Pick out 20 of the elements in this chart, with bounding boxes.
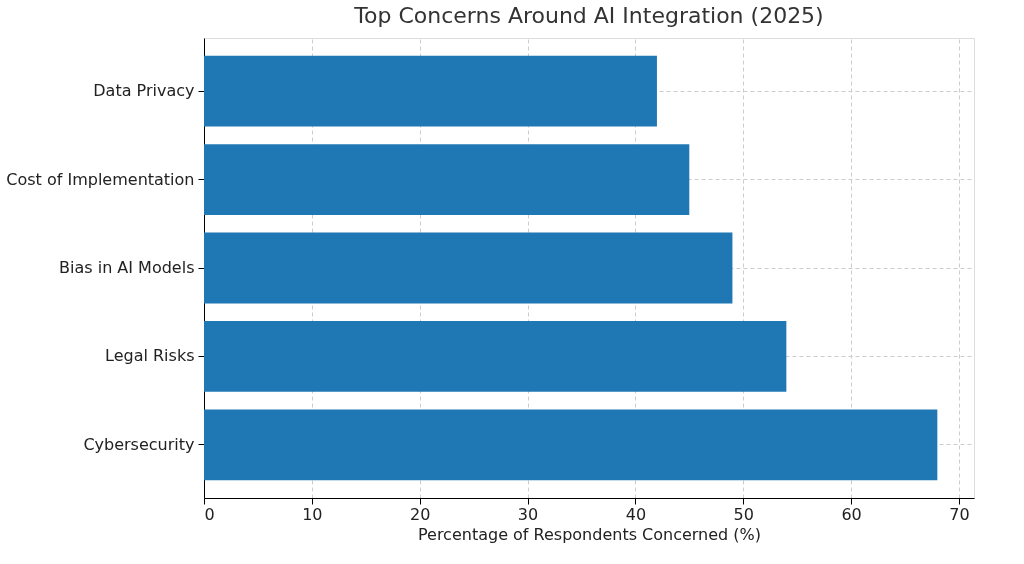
chart-title: Top Concerns Around AI Integration (2025) xyxy=(353,3,824,28)
x-tick-label: 60 xyxy=(841,504,862,524)
y-tick-label: Data Privacy xyxy=(93,81,195,101)
x-tick-label: 20 xyxy=(410,504,431,524)
x-tick-label: 70 xyxy=(949,504,970,524)
x-tick-label: 10 xyxy=(302,504,323,524)
bar xyxy=(204,55,657,127)
y-tick-label: Cost of Implementation xyxy=(6,169,195,189)
bar xyxy=(204,409,938,481)
x-tick-label: 50 xyxy=(733,504,754,524)
y-tick-label: Cybersecurity xyxy=(83,434,195,454)
x-axis-title: Percentage of Respondents Concerned (%) xyxy=(417,524,762,544)
x-tick-label: 30 xyxy=(517,504,539,524)
bar xyxy=(204,144,690,215)
bar xyxy=(204,321,787,392)
y-tick-label: Bias in AI Models xyxy=(59,258,195,277)
x-tick-label: 0 xyxy=(204,504,215,524)
bar xyxy=(204,232,733,304)
x-tick-label: 40 xyxy=(625,504,647,524)
y-tick-label: Legal Risks xyxy=(105,346,195,366)
